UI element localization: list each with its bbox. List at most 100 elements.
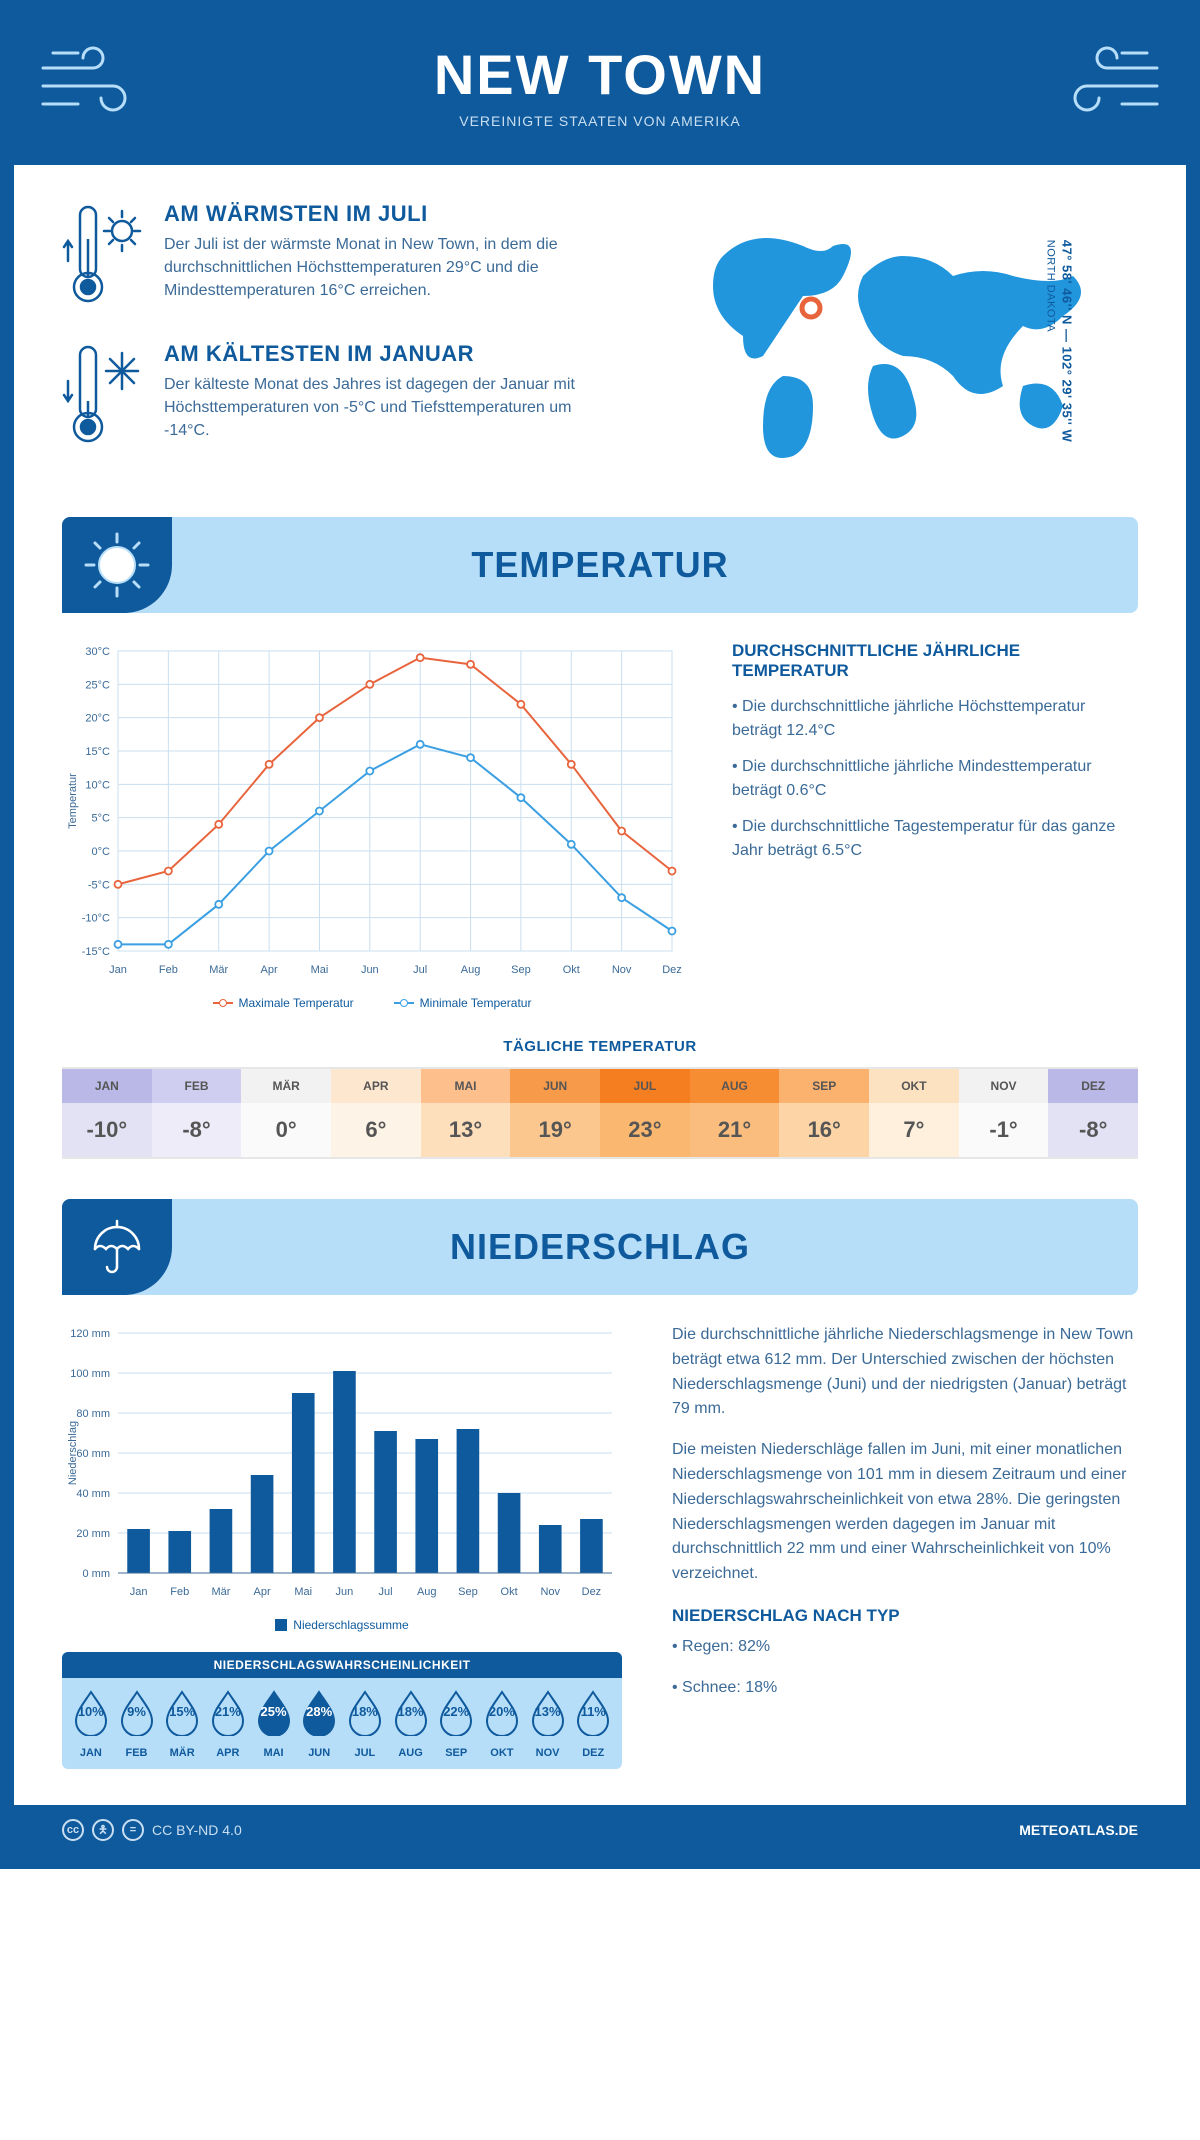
footer: cc 🯅 = CC BY-ND 4.0 METEOATLAS.DE: [14, 1805, 1186, 1855]
svg-text:25°C: 25°C: [85, 679, 110, 691]
svg-text:Sep: Sep: [458, 1586, 478, 1598]
svg-text:80 mm: 80 mm: [76, 1408, 110, 1420]
svg-text:Apr: Apr: [261, 964, 278, 976]
svg-text:Mär: Mär: [209, 964, 228, 976]
svg-text:5°C: 5°C: [92, 813, 111, 825]
svg-text:Jan: Jan: [109, 964, 127, 976]
svg-text:Jul: Jul: [413, 964, 427, 976]
legend-max: Maximale Temperatur: [213, 996, 354, 1010]
svg-text:120 mm: 120 mm: [70, 1328, 110, 1340]
prob-cell: 13%NOV: [525, 1690, 571, 1759]
precip-type-title: NIEDERSCHLAG NACH TYP: [672, 1603, 1138, 1629]
precip-snow: • Schnee: 18%: [672, 1676, 1138, 1701]
daily-cell: SEP16°: [779, 1069, 869, 1157]
coldest-block: AM KÄLTESTEN IM JANUAR Der kälteste Mona…: [62, 341, 600, 451]
section-header-precip: NIEDERSCHLAG: [62, 1199, 1138, 1295]
daily-cell: FEB-8°: [152, 1069, 242, 1157]
svg-text:40 mm: 40 mm: [76, 1488, 110, 1500]
coordinates-label: 47° 58' 46'' N — 102° 29' 35'' W NORTH D…: [1044, 240, 1074, 443]
city-title: NEW TOWN: [14, 42, 1186, 107]
prob-cell: 22%SEP: [433, 1690, 479, 1759]
prob-cell: 25%MAI: [251, 1690, 297, 1759]
prob-cell: 11%DEZ: [570, 1690, 616, 1759]
warmest-title: AM WÄRMSTEN IM JULI: [164, 201, 600, 227]
prob-cell: 18%AUG: [388, 1690, 434, 1759]
svg-text:Apr: Apr: [254, 1586, 271, 1598]
prob-title: NIEDERSCHLAGSWAHRSCHEINLICHKEIT: [62, 1652, 622, 1678]
license-label: CC BY-ND 4.0: [152, 1822, 242, 1838]
precip-text-column: Die durchschnittliche jährliche Niedersc…: [672, 1323, 1138, 1769]
temperature-line-chart: -15°C-10°C-5°C0°C5°C10°C15°C20°C25°C30°C…: [62, 641, 682, 981]
temperature-summary: DURCHSCHNITTLICHE JÄHRLICHE TEMPERATUR •…: [732, 641, 1138, 1010]
thermometer-cold-icon: [62, 341, 146, 451]
svg-text:Feb: Feb: [170, 1586, 189, 1598]
temp-summary-title: DURCHSCHNITTLICHE JÄHRLICHE TEMPERATUR: [732, 641, 1138, 681]
daily-cell: APR6°: [331, 1069, 421, 1157]
temperature-legend: Maximale Temperatur Minimale Temperatur: [62, 996, 682, 1010]
svg-text:-5°C: -5°C: [88, 879, 110, 891]
precipitation-bar-chart: 0 mm20 mm40 mm60 mm80 mm100 mm120 mmJanF…: [62, 1323, 622, 1603]
prob-cell: 15%MÄR: [159, 1690, 205, 1759]
intro-text-column: AM WÄRMSTEN IM JULI Der Juli ist der wär…: [62, 201, 600, 481]
legend-precip: Niederschlagssumme: [275, 1618, 408, 1632]
daily-cell: JUL23°: [600, 1069, 690, 1157]
precipitation-row: 0 mm20 mm40 mm60 mm80 mm100 mm120 mmJanF…: [62, 1323, 1138, 1769]
prob-cell: 21%APR: [205, 1690, 251, 1759]
infographic-frame: NEW TOWN VEREINIGTE STAATEN VON AMERIKA: [0, 0, 1200, 1869]
state-label: NORTH DAKOTA: [1044, 240, 1056, 332]
prob-cell: 28%JUN: [296, 1690, 342, 1759]
daily-cell: JUN19°: [510, 1069, 600, 1157]
svg-text:20 mm: 20 mm: [76, 1528, 110, 1540]
svg-text:Dez: Dez: [582, 1586, 602, 1598]
content: AM WÄRMSTEN IM JULI Der Juli ist der wär…: [14, 165, 1186, 1805]
precip-left-column: 0 mm20 mm40 mm60 mm80 mm100 mm120 mmJanF…: [62, 1323, 622, 1769]
svg-text:30°C: 30°C: [85, 646, 110, 658]
by-icon: 🯅: [92, 1819, 114, 1841]
svg-text:Mär: Mär: [211, 1586, 230, 1598]
temp-bullet-3: • Die durchschnittliche Tagestemperatur …: [732, 815, 1138, 863]
temperature-chart-box: -15°C-10°C-5°C0°C5°C10°C15°C20°C25°C30°C…: [62, 641, 682, 1010]
world-map-column: 47° 58' 46'' N — 102° 29' 35'' W NORTH D…: [648, 201, 1138, 481]
svg-text:20°C: 20°C: [85, 713, 110, 725]
warmest-text: Der Juli ist der wärmste Monat in New To…: [164, 233, 600, 303]
svg-text:-10°C: -10°C: [82, 913, 110, 925]
umbrella-icon-badge: [62, 1199, 172, 1295]
coords-value: 47° 58' 46'' N — 102° 29' 35'' W: [1059, 240, 1074, 443]
daily-temp-title: TÄGLICHE TEMPERATUR: [62, 1038, 1138, 1055]
daily-cell: NOV-1°: [959, 1069, 1049, 1157]
svg-text:Aug: Aug: [417, 1586, 437, 1598]
country-subtitle: VEREINIGTE STAATEN VON AMERIKA: [14, 113, 1186, 129]
section-title-temperature: TEMPERATUR: [471, 544, 838, 586]
svg-text:Okt: Okt: [501, 1586, 518, 1598]
svg-text:0°C: 0°C: [92, 846, 111, 858]
svg-text:Temperatur: Temperatur: [67, 773, 79, 829]
prob-cell: 20%OKT: [479, 1690, 525, 1759]
svg-text:Aug: Aug: [461, 964, 481, 976]
warmest-block: AM WÄRMSTEN IM JULI Der Juli ist der wär…: [62, 201, 600, 311]
section-title-precip: NIEDERSCHLAG: [450, 1226, 860, 1268]
cc-icon: cc: [62, 1819, 84, 1841]
umbrella-icon: [85, 1215, 149, 1279]
prob-cell: 10%JAN: [68, 1690, 114, 1759]
temperature-row: -15°C-10°C-5°C0°C5°C10°C15°C20°C25°C30°C…: [62, 641, 1138, 1010]
svg-text:Okt: Okt: [563, 964, 580, 976]
sun-icon-badge: [62, 517, 172, 613]
precip-rain: • Regen: 82%: [672, 1635, 1138, 1660]
prob-cell: 9%FEB: [114, 1690, 160, 1759]
legend-min: Minimale Temperatur: [394, 996, 532, 1010]
daily-cell: OKT7°: [869, 1069, 959, 1157]
section-header-temperature: TEMPERATUR: [62, 517, 1138, 613]
wind-icon-left: [38, 38, 158, 128]
precip-para-2: Die meisten Niederschläge fallen im Juni…: [672, 1438, 1138, 1587]
svg-text:Feb: Feb: [159, 964, 178, 976]
wind-icon-right: [1042, 38, 1162, 128]
svg-text:100 mm: 100 mm: [70, 1368, 110, 1380]
svg-text:60 mm: 60 mm: [76, 1448, 110, 1460]
daily-cell: AUG21°: [690, 1069, 780, 1157]
precip-para-1: Die durchschnittliche jährliche Niedersc…: [672, 1323, 1138, 1422]
temp-bullet-1: • Die durchschnittliche jährliche Höchst…: [732, 695, 1138, 743]
svg-text:15°C: 15°C: [85, 746, 110, 758]
svg-text:Dez: Dez: [662, 964, 682, 976]
intro-row: AM WÄRMSTEN IM JULI Der Juli ist der wär…: [62, 201, 1138, 481]
temp-bullet-2: • Die durchschnittliche jährliche Mindes…: [732, 755, 1138, 803]
